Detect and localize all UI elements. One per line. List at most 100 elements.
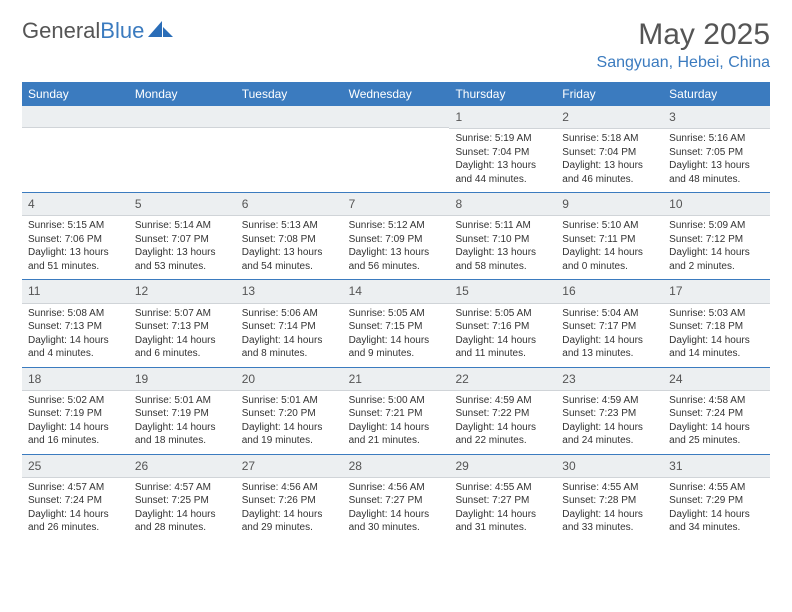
sunset-text: Sunset: 7:19 PM xyxy=(28,407,123,421)
sunrise-text: Sunrise: 4:56 AM xyxy=(349,481,444,495)
day-body: Sunrise: 5:14 AMSunset: 7:07 PMDaylight:… xyxy=(129,216,236,279)
daylight-text: Daylight: 14 hours and 26 minutes. xyxy=(28,508,123,535)
day-number: 25 xyxy=(22,455,129,478)
day-body: Sunrise: 4:59 AMSunset: 7:22 PMDaylight:… xyxy=(449,391,556,454)
day-body: Sunrise: 5:07 AMSunset: 7:13 PMDaylight:… xyxy=(129,304,236,367)
sunset-text: Sunset: 7:13 PM xyxy=(28,320,123,334)
day-number: 31 xyxy=(663,455,770,478)
daylight-text: Daylight: 13 hours and 58 minutes. xyxy=(455,246,550,273)
day-number: 27 xyxy=(236,455,343,478)
day-number xyxy=(22,106,129,128)
day-cell: 5Sunrise: 5:14 AMSunset: 7:07 PMDaylight… xyxy=(129,193,236,279)
sunset-text: Sunset: 7:24 PM xyxy=(28,494,123,508)
day-body: Sunrise: 5:11 AMSunset: 7:10 PMDaylight:… xyxy=(449,216,556,279)
day-body: Sunrise: 5:18 AMSunset: 7:04 PMDaylight:… xyxy=(556,129,663,192)
day-cell xyxy=(343,106,450,192)
day-body: Sunrise: 5:15 AMSunset: 7:06 PMDaylight:… xyxy=(22,216,129,279)
day-cell xyxy=(129,106,236,192)
location: Sangyuan, Hebei, China xyxy=(597,54,770,72)
day-body: Sunrise: 4:59 AMSunset: 7:23 PMDaylight:… xyxy=(556,391,663,454)
title-block: May 2025 Sangyuan, Hebei, China xyxy=(597,18,770,72)
sunrise-text: Sunrise: 4:59 AM xyxy=(455,394,550,408)
sunrise-text: Sunrise: 4:57 AM xyxy=(135,481,230,495)
daylight-text: Daylight: 14 hours and 30 minutes. xyxy=(349,508,444,535)
sunset-text: Sunset: 7:22 PM xyxy=(455,407,550,421)
sunrise-text: Sunrise: 5:15 AM xyxy=(28,219,123,233)
day-cell: 15Sunrise: 5:05 AMSunset: 7:16 PMDayligh… xyxy=(449,280,556,366)
day-cell: 4Sunrise: 5:15 AMSunset: 7:06 PMDaylight… xyxy=(22,193,129,279)
day-body: Sunrise: 4:55 AMSunset: 7:29 PMDaylight:… xyxy=(663,478,770,541)
daylight-text: Daylight: 14 hours and 19 minutes. xyxy=(242,421,337,448)
sunrise-text: Sunrise: 5:03 AM xyxy=(669,307,764,321)
sunset-text: Sunset: 7:05 PM xyxy=(669,146,764,160)
sunrise-text: Sunrise: 5:11 AM xyxy=(455,219,550,233)
daylight-text: Daylight: 13 hours and 46 minutes. xyxy=(562,159,657,186)
day-cell: 20Sunrise: 5:01 AMSunset: 7:20 PMDayligh… xyxy=(236,368,343,454)
day-body: Sunrise: 4:58 AMSunset: 7:24 PMDaylight:… xyxy=(663,391,770,454)
daylight-text: Daylight: 14 hours and 16 minutes. xyxy=(28,421,123,448)
day-number: 29 xyxy=(449,455,556,478)
day-cell: 29Sunrise: 4:55 AMSunset: 7:27 PMDayligh… xyxy=(449,455,556,541)
sunrise-text: Sunrise: 5:16 AM xyxy=(669,132,764,146)
daylight-text: Daylight: 14 hours and 21 minutes. xyxy=(349,421,444,448)
day-number: 1 xyxy=(449,106,556,129)
day-number: 4 xyxy=(22,193,129,216)
day-cell: 8Sunrise: 5:11 AMSunset: 7:10 PMDaylight… xyxy=(449,193,556,279)
sunset-text: Sunset: 7:24 PM xyxy=(669,407,764,421)
sunrise-text: Sunrise: 5:05 AM xyxy=(349,307,444,321)
daylight-text: Daylight: 14 hours and 14 minutes. xyxy=(669,334,764,361)
sunset-text: Sunset: 7:10 PM xyxy=(455,233,550,247)
sunset-text: Sunset: 7:15 PM xyxy=(349,320,444,334)
day-cell xyxy=(236,106,343,192)
day-cell: 14Sunrise: 5:05 AMSunset: 7:15 PMDayligh… xyxy=(343,280,450,366)
sunset-text: Sunset: 7:06 PM xyxy=(28,233,123,247)
sunset-text: Sunset: 7:11 PM xyxy=(562,233,657,247)
calendar: Sunday Monday Tuesday Wednesday Thursday… xyxy=(22,82,770,541)
day-cell: 3Sunrise: 5:16 AMSunset: 7:05 PMDaylight… xyxy=(663,106,770,192)
day-body: Sunrise: 5:13 AMSunset: 7:08 PMDaylight:… xyxy=(236,216,343,279)
day-body: Sunrise: 4:57 AMSunset: 7:24 PMDaylight:… xyxy=(22,478,129,541)
sunset-text: Sunset: 7:27 PM xyxy=(455,494,550,508)
day-cell: 1Sunrise: 5:19 AMSunset: 7:04 PMDaylight… xyxy=(449,106,556,192)
sunrise-text: Sunrise: 5:04 AM xyxy=(562,307,657,321)
logo-word-b: Blue xyxy=(100,18,144,43)
day-number: 20 xyxy=(236,368,343,391)
daylight-text: Daylight: 14 hours and 4 minutes. xyxy=(28,334,123,361)
logo-sail-icon xyxy=(148,19,174,44)
day-cell: 17Sunrise: 5:03 AMSunset: 7:18 PMDayligh… xyxy=(663,280,770,366)
sunset-text: Sunset: 7:21 PM xyxy=(349,407,444,421)
day-body: Sunrise: 5:08 AMSunset: 7:13 PMDaylight:… xyxy=(22,304,129,367)
sunset-text: Sunset: 7:04 PM xyxy=(562,146,657,160)
day-number: 2 xyxy=(556,106,663,129)
sunrise-text: Sunrise: 4:57 AM xyxy=(28,481,123,495)
daylight-text: Daylight: 14 hours and 2 minutes. xyxy=(669,246,764,273)
day-cell: 31Sunrise: 4:55 AMSunset: 7:29 PMDayligh… xyxy=(663,455,770,541)
sunset-text: Sunset: 7:07 PM xyxy=(135,233,230,247)
day-body: Sunrise: 5:10 AMSunset: 7:11 PMDaylight:… xyxy=(556,216,663,279)
day-body: Sunrise: 5:05 AMSunset: 7:15 PMDaylight:… xyxy=(343,304,450,367)
day-cell: 16Sunrise: 5:04 AMSunset: 7:17 PMDayligh… xyxy=(556,280,663,366)
day-number xyxy=(129,106,236,128)
day-body: Sunrise: 5:04 AMSunset: 7:17 PMDaylight:… xyxy=(556,304,663,367)
sunset-text: Sunset: 7:26 PM xyxy=(242,494,337,508)
sunset-text: Sunset: 7:08 PM xyxy=(242,233,337,247)
day-number: 17 xyxy=(663,280,770,303)
day-cell: 22Sunrise: 4:59 AMSunset: 7:22 PMDayligh… xyxy=(449,368,556,454)
sunrise-text: Sunrise: 5:00 AM xyxy=(349,394,444,408)
day-body: Sunrise: 5:03 AMSunset: 7:18 PMDaylight:… xyxy=(663,304,770,367)
day-body: Sunrise: 5:09 AMSunset: 7:12 PMDaylight:… xyxy=(663,216,770,279)
day-cell: 23Sunrise: 4:59 AMSunset: 7:23 PMDayligh… xyxy=(556,368,663,454)
sunrise-text: Sunrise: 5:09 AM xyxy=(669,219,764,233)
day-cell: 9Sunrise: 5:10 AMSunset: 7:11 PMDaylight… xyxy=(556,193,663,279)
sunset-text: Sunset: 7:12 PM xyxy=(669,233,764,247)
sunrise-text: Sunrise: 5:13 AM xyxy=(242,219,337,233)
daylight-text: Daylight: 13 hours and 54 minutes. xyxy=(242,246,337,273)
sunrise-text: Sunrise: 4:55 AM xyxy=(669,481,764,495)
day-number: 26 xyxy=(129,455,236,478)
daylight-text: Daylight: 14 hours and 33 minutes. xyxy=(562,508,657,535)
daylight-text: Daylight: 14 hours and 25 minutes. xyxy=(669,421,764,448)
week-row: 25Sunrise: 4:57 AMSunset: 7:24 PMDayligh… xyxy=(22,454,770,541)
day-number: 19 xyxy=(129,368,236,391)
logo-text: GeneralBlue xyxy=(22,18,144,44)
day-body: Sunrise: 4:56 AMSunset: 7:26 PMDaylight:… xyxy=(236,478,343,541)
